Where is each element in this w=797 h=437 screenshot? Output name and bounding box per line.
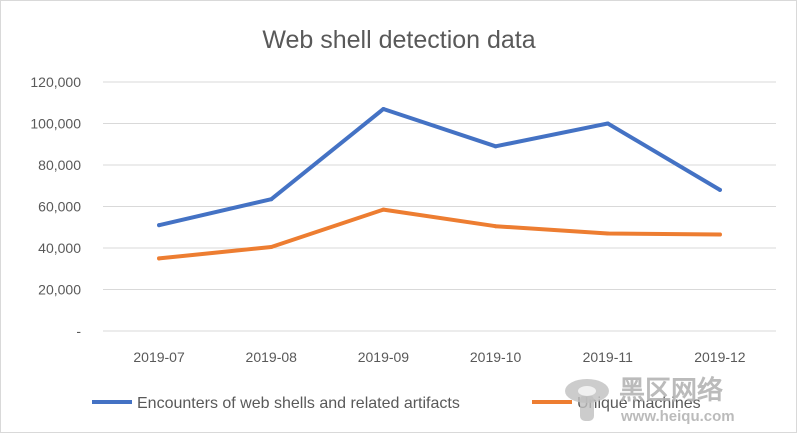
legend-label: Unique machines [577, 395, 701, 412]
data-point [493, 224, 498, 229]
data-point [381, 106, 386, 111]
data-point [157, 256, 162, 261]
data-point [605, 231, 610, 236]
series-line [157, 207, 722, 261]
data-point [717, 232, 722, 237]
x-axis-ticks: 2019-07 2019-08 2019-09 2019-10 2019-11 2019-… [133, 349, 745, 365]
data-point [157, 223, 162, 228]
data-point [381, 207, 386, 212]
x-tick-label: 2019-12 [694, 349, 746, 365]
y-tick-label: 60,000 [38, 199, 81, 215]
watermark-logo: 黑区网络 www.heiqu.com [565, 375, 735, 425]
y-tick-label: 100,000 [30, 116, 81, 132]
y-tick-label: 20,000 [38, 282, 81, 298]
x-tick-label: 2019-07 [133, 349, 185, 365]
watermark-mushroom-icon [565, 379, 609, 421]
watermark-title: 黑区网络 [619, 375, 723, 405]
series-lines [157, 106, 722, 261]
data-point [717, 187, 722, 192]
x-tick-label: 2019-08 [246, 349, 298, 365]
x-tick-label: 2019-09 [358, 349, 410, 365]
x-tick-label: 2019-10 [470, 349, 522, 365]
x-tick-label: 2019-11 [583, 349, 634, 365]
series-line [157, 107, 722, 228]
legend-label: Encounters of web shells and related art… [137, 395, 460, 412]
data-point [605, 121, 610, 126]
watermark-url: www.heiqu.com [620, 408, 735, 425]
legend: Encounters of web shells and related art… [92, 395, 701, 412]
data-point [269, 197, 274, 202]
y-tick-label: 40,000 [38, 240, 81, 256]
y-axis-ticks: - 20,000 40,000 60,000 80,000 100,000 120,000 [30, 74, 81, 339]
chart-title: Web shell detection data [262, 26, 535, 54]
data-point [493, 144, 498, 149]
y-tick-label: 80,000 [38, 157, 81, 173]
gridlines [103, 81, 776, 332]
y-tick-label: 120,000 [30, 74, 81, 90]
y-tick-label: - [76, 323, 81, 339]
data-point [269, 244, 274, 249]
